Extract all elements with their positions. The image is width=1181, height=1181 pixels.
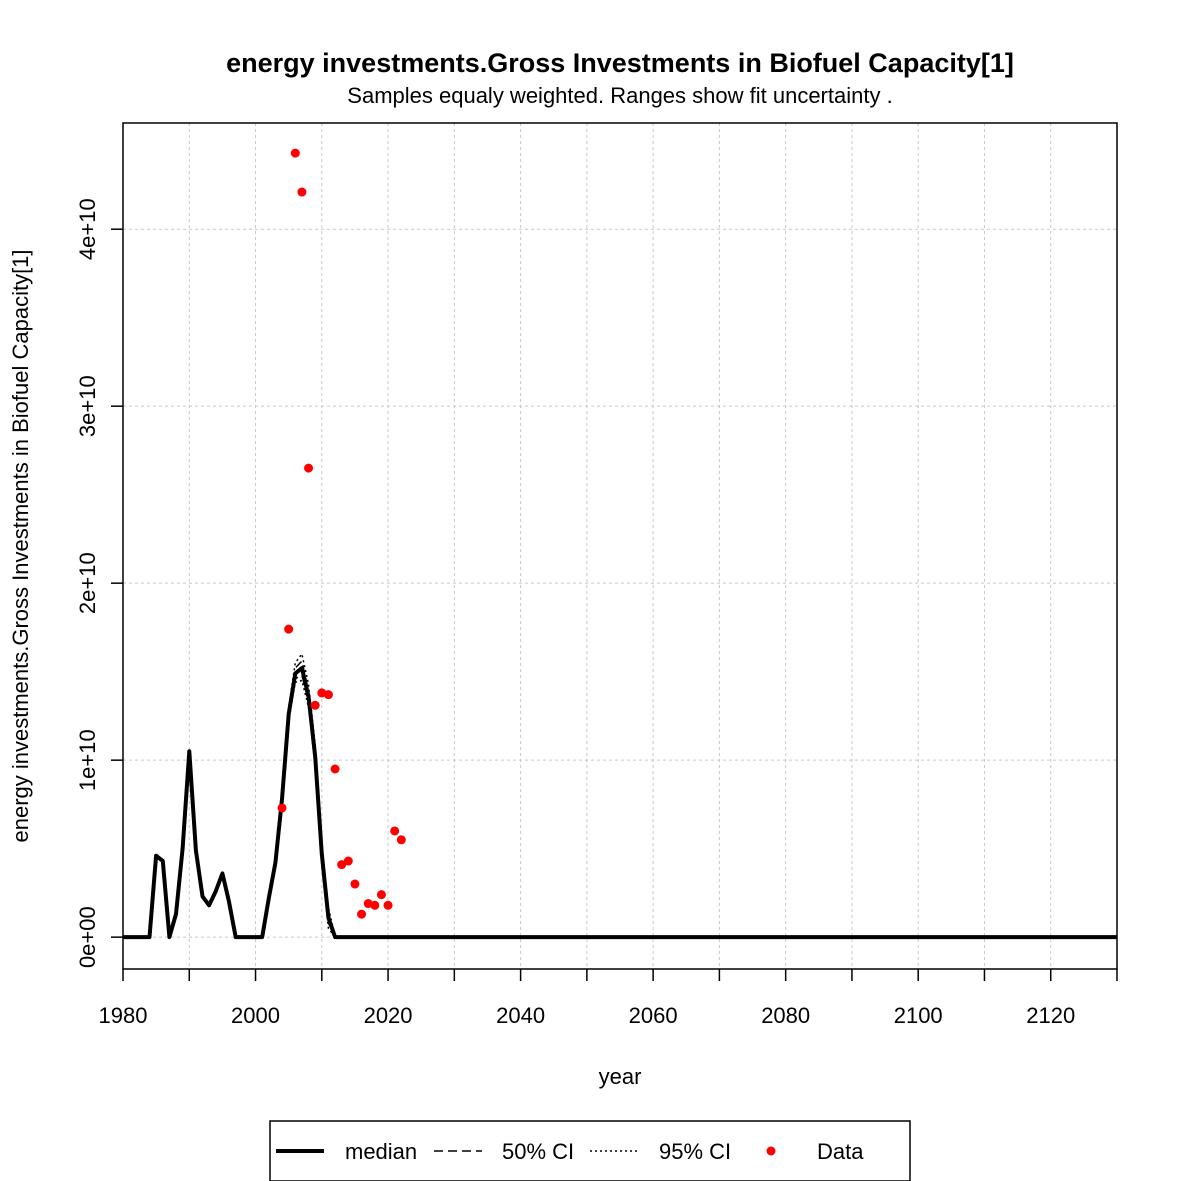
data-point bbox=[357, 909, 367, 919]
plot-frame bbox=[122, 122, 1118, 970]
data-point bbox=[370, 900, 380, 910]
legend-data-swatch bbox=[766, 1146, 776, 1156]
y-tick-label: 3e+10 bbox=[75, 375, 100, 437]
x-tick-label: 2040 bbox=[496, 1003, 545, 1028]
y-axis: 0e+00 1e+10 2e+10 3e+10 4e+10 bbox=[75, 198, 123, 968]
y-tick-label: 0e+00 bbox=[75, 906, 100, 968]
legend-label: median bbox=[345, 1139, 417, 1164]
y-tick-label: 2e+10 bbox=[75, 552, 100, 614]
data-point bbox=[290, 148, 300, 158]
data-point bbox=[330, 764, 340, 774]
data-point bbox=[396, 835, 406, 845]
grid bbox=[123, 123, 1117, 969]
median-series bbox=[123, 666, 1117, 940]
data-point bbox=[343, 856, 353, 866]
x-tick-label: 2000 bbox=[231, 1003, 280, 1028]
chart-title: energy investments.Gross Investments in … bbox=[226, 48, 1014, 78]
x-tick-label: 2120 bbox=[1026, 1003, 1075, 1028]
y-tick-label: 4e+10 bbox=[75, 198, 100, 260]
y-axis-label: energy investments.Gross Investments in … bbox=[8, 249, 33, 842]
y-tick-label: 1e+10 bbox=[75, 729, 100, 791]
data-point bbox=[350, 879, 360, 889]
data-series bbox=[277, 148, 406, 919]
x-tick-label: 1980 bbox=[99, 1003, 148, 1028]
ci95-lower-line bbox=[274, 679, 336, 938]
data-point bbox=[323, 690, 333, 700]
median-line bbox=[123, 666, 1117, 940]
data-point bbox=[337, 860, 347, 870]
data-point bbox=[390, 826, 400, 836]
legend-label: Data bbox=[817, 1139, 864, 1164]
x-axis-label: year bbox=[599, 1064, 642, 1089]
x-tick-label: 2020 bbox=[364, 1003, 413, 1028]
chart-subtitle: Samples equaly weighted. Ranges show fit… bbox=[347, 83, 892, 108]
data-point bbox=[383, 900, 393, 910]
legend: median 50% CI 95% CI Data bbox=[269, 1120, 911, 1181]
legend-label: 50% CI bbox=[502, 1139, 574, 1164]
x-axis: 1980 2000 2020 2040 2060 2080 2100 2120 bbox=[99, 969, 1118, 1028]
data-point bbox=[297, 187, 307, 197]
x-tick-label: 2080 bbox=[761, 1003, 810, 1028]
legend-label: 95% CI bbox=[659, 1139, 731, 1164]
data-point bbox=[304, 463, 314, 473]
data-point bbox=[376, 890, 386, 900]
data-point bbox=[277, 803, 287, 813]
data-point bbox=[284, 624, 294, 634]
x-tick-label: 2100 bbox=[894, 1003, 943, 1028]
data-point bbox=[310, 700, 320, 710]
x-tick-label: 2060 bbox=[629, 1003, 678, 1028]
